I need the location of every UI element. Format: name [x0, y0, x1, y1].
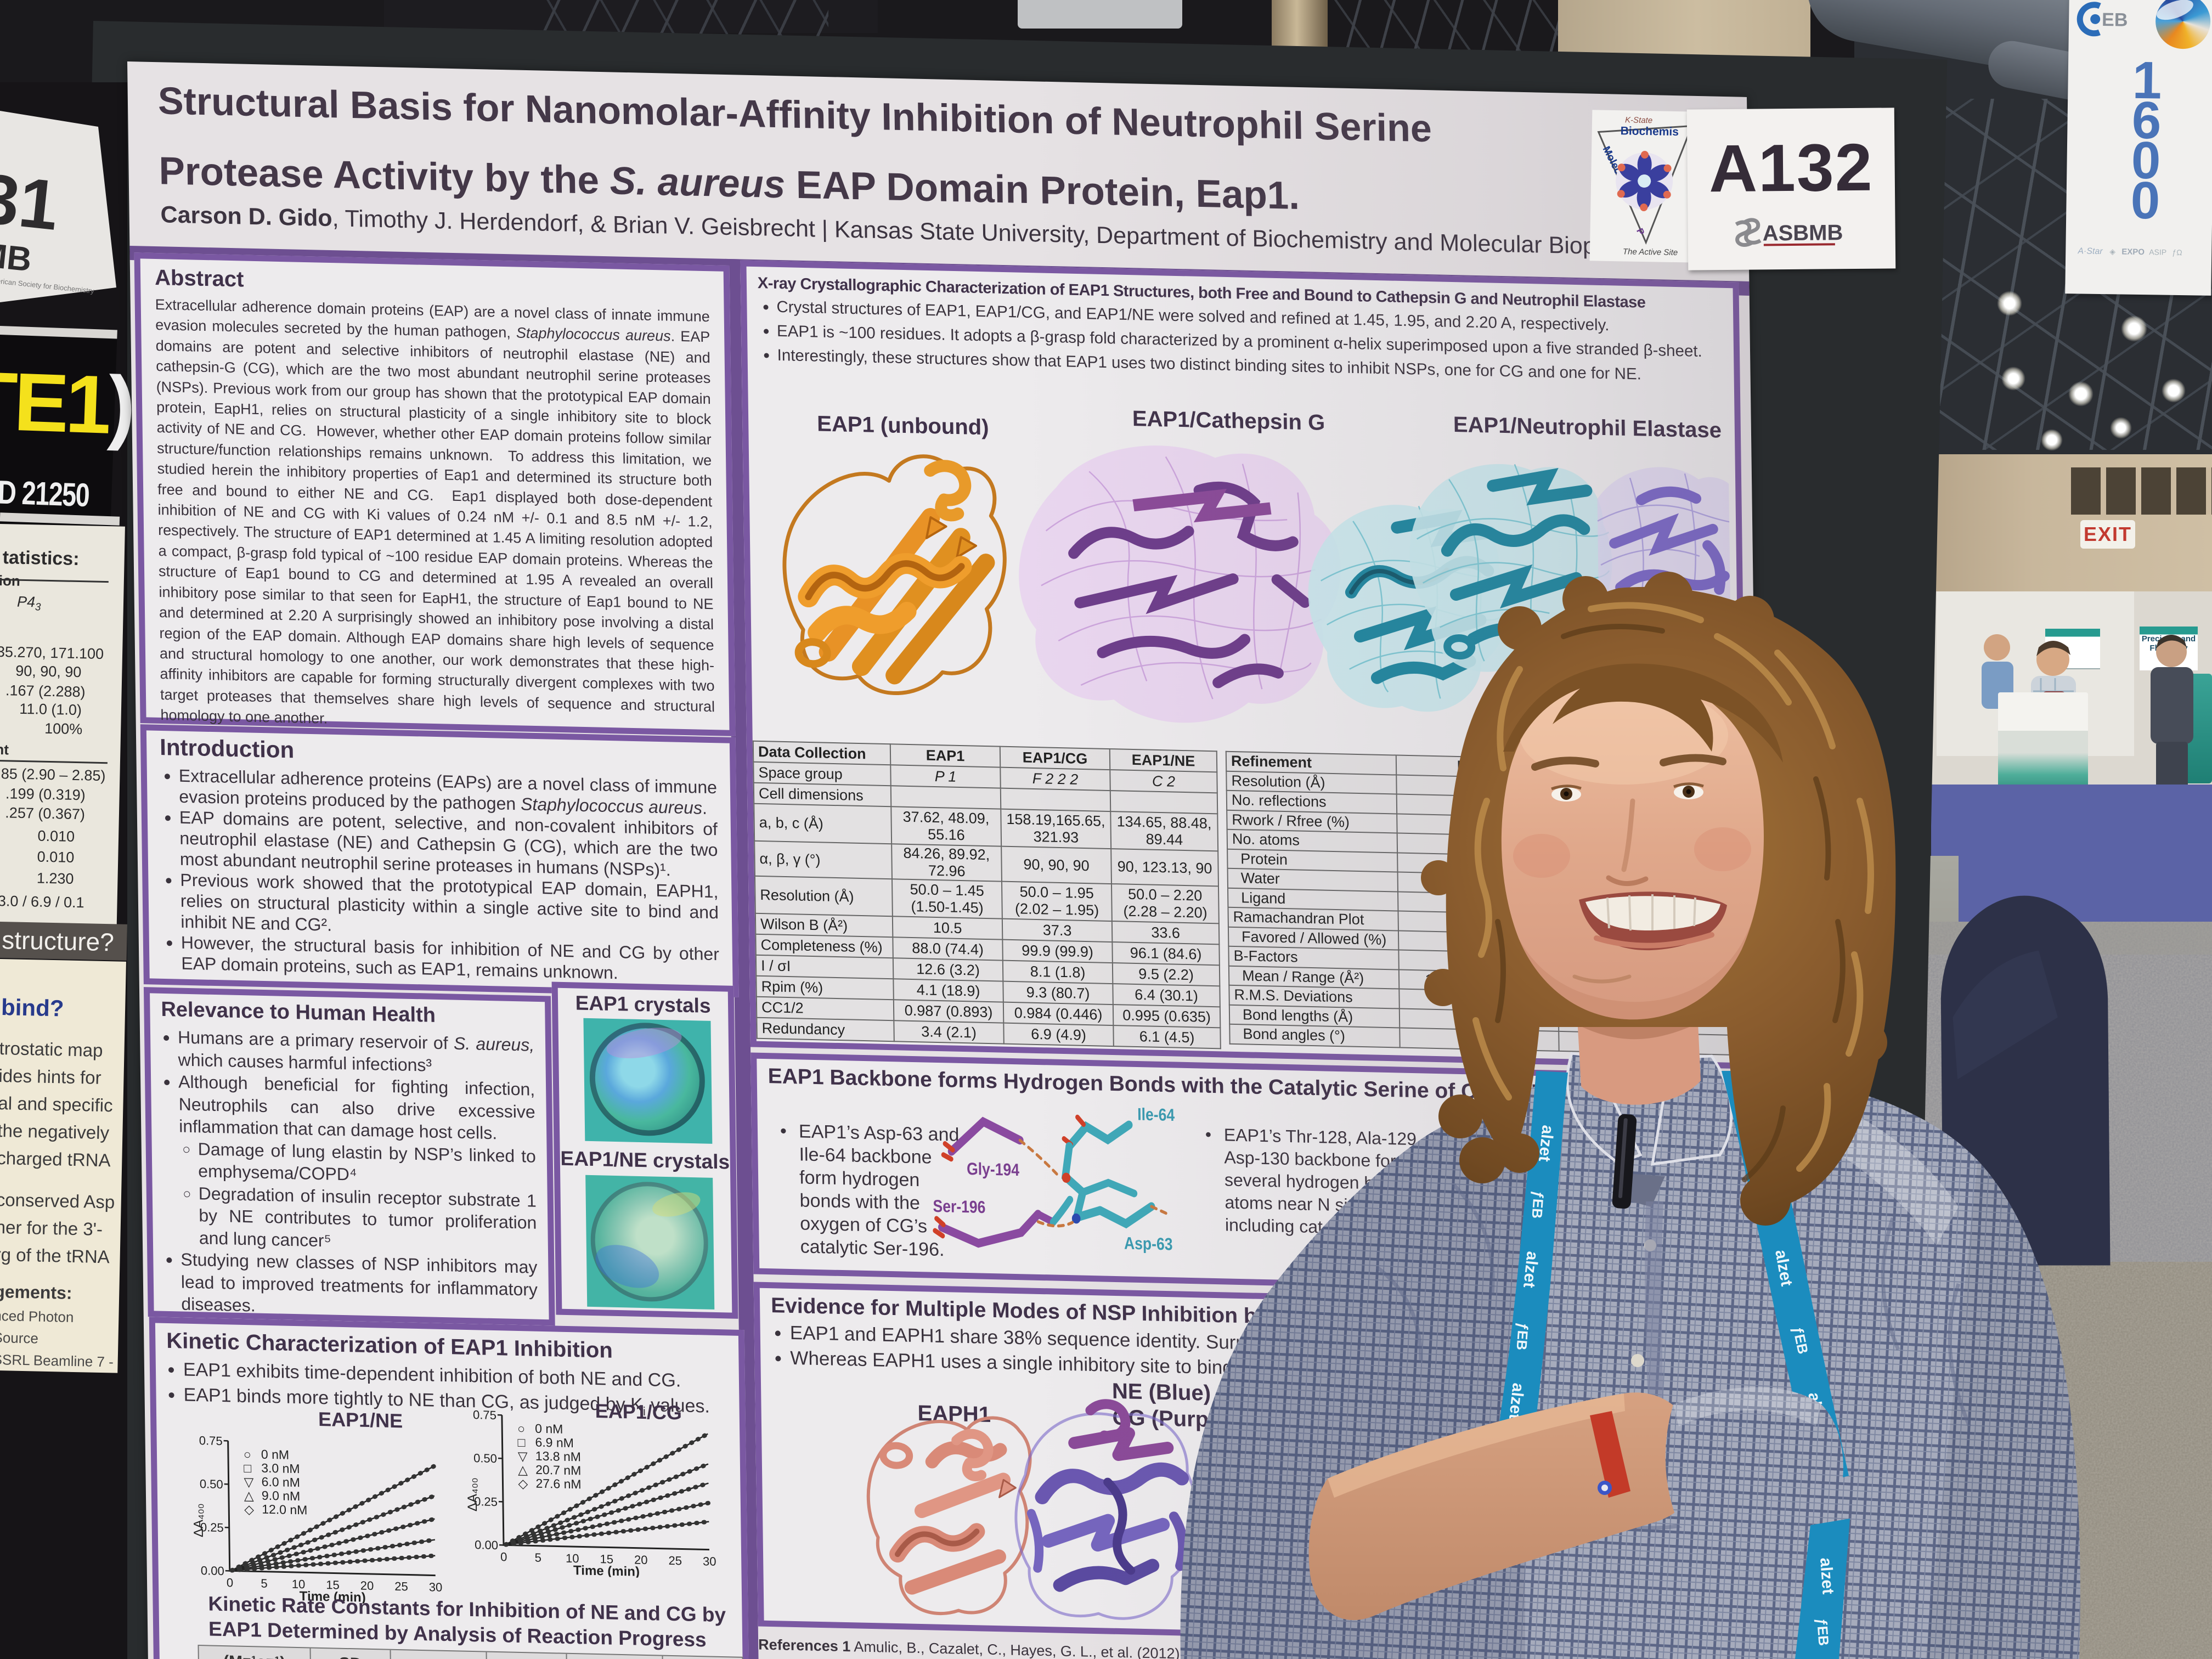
svg-text:0 nM: 0 nM	[261, 1447, 289, 1462]
svg-text:0.75: 0.75	[199, 1434, 223, 1448]
svg-text:0.75: 0.75	[473, 1408, 496, 1422]
svg-text:EB: EB	[2102, 9, 2128, 31]
svg-text:31: 31	[0, 159, 62, 245]
svg-text:6.0 nM: 6.0 nM	[261, 1475, 300, 1490]
svg-text:ƒΩ: ƒΩ	[2172, 248, 2182, 257]
svg-text:◈: ◈	[2109, 247, 2115, 256]
svg-text:○: ○	[244, 1447, 251, 1462]
svg-text:The Active Site: The Active Site	[1623, 247, 1678, 257]
svg-text:Asp-63: Asp-63	[1124, 1234, 1173, 1255]
svg-text:□: □	[244, 1461, 251, 1475]
svg-text:10: 10	[292, 1577, 306, 1592]
svg-text:15: 15	[600, 1552, 613, 1566]
svg-text:13.8 nM: 13.8 nM	[535, 1449, 581, 1464]
svg-text:0 nM: 0 nM	[535, 1421, 563, 1436]
svg-text:○: ○	[517, 1421, 525, 1436]
svg-text:15: 15	[326, 1578, 340, 1592]
svg-text:20.7 nM: 20.7 nM	[535, 1463, 581, 1478]
svg-text:25: 25	[668, 1554, 682, 1568]
svg-text:10: 10	[566, 1551, 579, 1566]
svg-text:30: 30	[429, 1580, 443, 1594]
svg-text:Gly-194: Gly-194	[967, 1160, 1020, 1180]
svg-text:9.0 nM: 9.0 nM	[262, 1488, 301, 1504]
svg-text:ΔA₄₀₀: ΔA₄₀₀	[465, 1477, 480, 1511]
svg-text:0.25: 0.25	[474, 1494, 498, 1509]
svg-text:ƒEB: ƒEB	[1528, 1190, 1547, 1220]
svg-text:0.50: 0.50	[473, 1451, 497, 1465]
svg-text:30: 30	[703, 1554, 716, 1568]
svg-text:5: 5	[534, 1551, 541, 1565]
svg-text:Ile-64: Ile-64	[1137, 1105, 1175, 1125]
svg-text:12.0 nM: 12.0 nM	[262, 1502, 307, 1517]
svg-text:0: 0	[227, 1576, 234, 1589]
svg-text:ASIP: ASIP	[2149, 247, 2166, 256]
svg-text:▽: ▽	[518, 1449, 528, 1463]
svg-text:6.9 nM: 6.9 nM	[535, 1435, 574, 1451]
svg-text:27.6 nM: 27.6 nM	[535, 1476, 581, 1492]
svg-text:ƒEB: ƒEB	[1513, 1322, 1531, 1351]
svg-text:Biochemis: Biochemis	[1621, 125, 1679, 138]
svg-text:▽: ▽	[244, 1475, 253, 1489]
svg-text:0.25: 0.25	[200, 1520, 224, 1534]
svg-text:5: 5	[261, 1577, 268, 1590]
svg-text:K-State: K-State	[1625, 115, 1652, 125]
svg-text:◇: ◇	[518, 1476, 528, 1491]
svg-text:P: P	[1634, 227, 1646, 237]
svg-text:ƒEB: ƒEB	[1814, 1617, 1832, 1646]
svg-text:0: 0	[500, 1550, 507, 1564]
svg-text:3.0 nM: 3.0 nM	[261, 1461, 300, 1476]
svg-text:◇: ◇	[244, 1502, 254, 1516]
svg-text:alzet: alzet	[1816, 1557, 1837, 1595]
svg-text:MB: MB	[0, 236, 33, 279]
svg-text:20: 20	[634, 1553, 648, 1567]
svg-text:□: □	[517, 1435, 525, 1449]
svg-text:0.50: 0.50	[200, 1477, 223, 1491]
svg-text:0.00: 0.00	[475, 1538, 498, 1552]
svg-text:△: △	[244, 1488, 254, 1503]
svg-text:△: △	[518, 1463, 528, 1477]
svg-text:alzet: alzet	[1505, 1382, 1527, 1420]
svg-text:EXPO: EXPO	[2121, 247, 2145, 257]
svg-text:A·Star: A·Star	[2078, 246, 2103, 256]
svg-text:Ser-196: Ser-196	[933, 1197, 985, 1217]
svg-text:Time (min): Time (min)	[573, 1563, 640, 1579]
svg-text:20: 20	[360, 1579, 374, 1593]
svg-text:alzet: alzet	[1520, 1250, 1542, 1289]
svg-text:ΔA₄₀₀: ΔA₄₀₀	[191, 1503, 206, 1537]
svg-text:25: 25	[394, 1579, 408, 1594]
svg-text:ASBMB: ASBMB	[1763, 221, 1843, 245]
svg-text:0.00: 0.00	[201, 1564, 224, 1578]
